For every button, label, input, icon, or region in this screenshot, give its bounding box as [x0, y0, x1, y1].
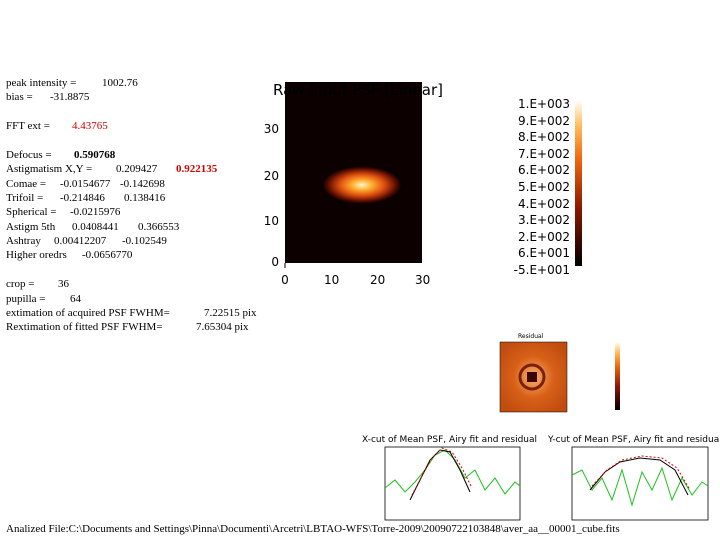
- footer: Analized File:C:\Documents and Settings\…: [6, 523, 620, 535]
- value: -0.142698: [120, 178, 165, 190]
- plot-title: Raw input PSF [Linear]: [273, 81, 443, 99]
- colorbar-label: 1.E+003: [518, 97, 570, 111]
- value: 7.22515 pix: [204, 307, 257, 319]
- y-cut-residual: [571, 466, 709, 507]
- x-tick-label: 30: [415, 273, 431, 287]
- x-tick-label: 20: [370, 273, 386, 287]
- colorbar-label: 3.E+002: [518, 213, 570, 228]
- colorbar-label: 2.E+002: [518, 229, 570, 244]
- colorbar-label: 8.E+002: [518, 130, 570, 145]
- value: -0.0215976: [70, 206, 121, 218]
- plot-title: X-cut of Mean PSF, Airy fit and residual: [362, 435, 538, 445]
- colorbar-label: 5.E+002: [518, 180, 570, 194]
- colorbar-label: 4.E+002: [518, 196, 570, 211]
- colorbar-label: 6.E+001: [518, 246, 570, 261]
- y-cut-psf: [589, 457, 689, 496]
- value: 0.00412207: [54, 235, 107, 247]
- value: 0.590768: [74, 149, 116, 161]
- colorbar-label: 7.E+002: [518, 146, 570, 161]
- value: 0.922135: [176, 163, 218, 175]
- value: -0.0656770: [82, 249, 133, 261]
- value: 0.0408441: [72, 221, 119, 233]
- label: pupilla =: [6, 293, 46, 305]
- label: FFT ext =: [6, 120, 50, 132]
- value: 0.209427: [116, 163, 158, 175]
- label: Trifoil =: [6, 192, 44, 204]
- y-tick-label: 30: [263, 122, 279, 136]
- label: peak intensity =: [6, 77, 77, 89]
- x-cut-frame: [384, 446, 521, 521]
- residual-colorbar: [615, 342, 620, 410]
- plot-title: Y-cut of Mean PSF, Airy fit and residual: [548, 435, 720, 445]
- residual-ring: [518, 363, 546, 391]
- label: extimation of acquired PSF FWHM=: [6, 307, 170, 319]
- x-tick-label: 0: [281, 273, 289, 287]
- colorbar-label: -5.E+001: [513, 263, 570, 277]
- y-cut-fit: [591, 455, 691, 491]
- label: Spherical =: [6, 206, 57, 218]
- colorbar-label: 6.E+002: [518, 163, 570, 178]
- colorbar: [575, 100, 582, 266]
- label: Astigm 5th: [6, 221, 56, 233]
- residual-image: [499, 341, 568, 413]
- y-tick-label: 10: [263, 214, 279, 228]
- residual-core: [527, 372, 537, 382]
- x-cut-psf: [409, 449, 471, 501]
- value: -0.0154677: [60, 178, 111, 190]
- value: -0.214846: [60, 192, 105, 204]
- label: Higher oredrs: [6, 249, 67, 261]
- label: bias =: [6, 91, 33, 103]
- value: 0.366553: [138, 221, 180, 233]
- value: 64: [70, 293, 81, 305]
- y-cut-frame: [571, 446, 709, 521]
- value: 1002.76: [102, 77, 138, 89]
- value: 4.43765: [72, 120, 108, 132]
- plot-title: Residual: [518, 333, 544, 340]
- y-tick-label: 20: [263, 169, 279, 183]
- value: -0.102549: [122, 235, 167, 247]
- x-cut-fit: [411, 447, 473, 496]
- value: -31.8875: [50, 91, 90, 103]
- label: Ashtray: [6, 235, 41, 247]
- label: Comae =: [6, 178, 47, 190]
- value: 36: [58, 278, 69, 290]
- value: 7.65304 pix: [196, 321, 249, 333]
- x-tick-label: 10: [324, 273, 340, 287]
- colorbar-label: 9.E+002: [518, 113, 570, 128]
- label: Rextimation of fitted PSF FWHM=: [6, 321, 163, 333]
- value: 0.138416: [124, 192, 166, 204]
- label: crop =: [6, 278, 35, 290]
- psf-blob: [322, 166, 402, 204]
- label: Astigmatism X,Y =: [6, 163, 93, 175]
- y-tick-label: 0: [271, 255, 279, 269]
- label: Defocus =: [6, 149, 52, 161]
